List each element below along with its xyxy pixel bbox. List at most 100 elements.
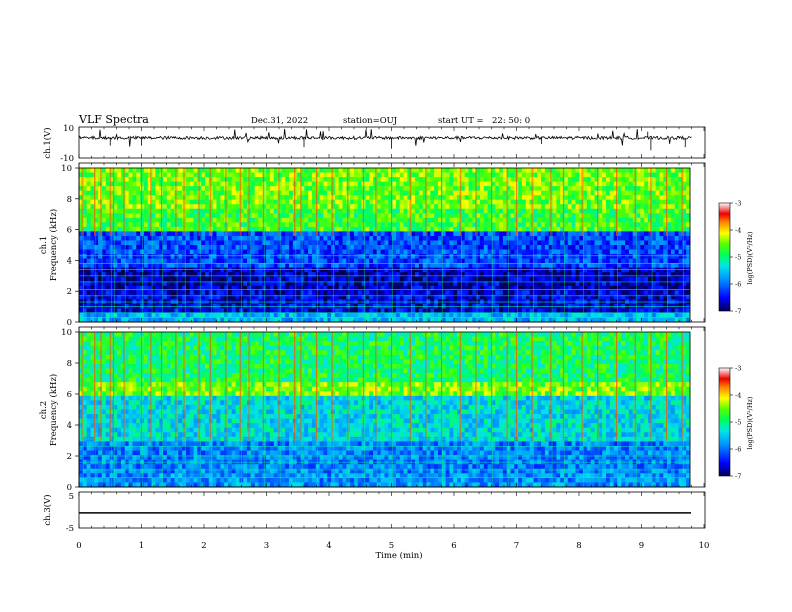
spectrogram-cell [586, 190, 592, 196]
spectrogram-cell [533, 245, 538, 250]
spectrogram-cell [201, 217, 206, 223]
spectrogram-cell [579, 217, 584, 223]
spectrogram-cell [353, 195, 359, 201]
spectrogram-cell [445, 240, 450, 246]
spectrogram-cell [227, 231, 233, 237]
spectrogram-cell [537, 276, 542, 282]
spectrogram-cell [155, 222, 160, 228]
spectrogram-cell [235, 254, 240, 259]
spectrogram-cell [449, 213, 454, 219]
spectrogram-cell [651, 263, 657, 269]
spectrogram-cell [311, 231, 317, 237]
spectrogram-cell [166, 258, 172, 264]
spectrogram-cell [388, 276, 393, 282]
spectrogram-cell [560, 222, 565, 228]
spectrogram-cell [605, 213, 611, 219]
spectrogram-cell [243, 181, 248, 187]
spectrogram-cell [395, 190, 401, 196]
spectrogram-cell [460, 249, 466, 255]
spectrogram-cell [655, 172, 660, 178]
spectrogram-cell [457, 195, 462, 201]
spectrogram-cell [178, 172, 183, 178]
spectrogram-cell [197, 240, 202, 246]
spectrogram-cell [640, 231, 645, 237]
spectrogram-cell [296, 281, 301, 287]
spectrogram-cell [655, 208, 660, 214]
spectrogram-cell [499, 168, 504, 173]
spectrogram-cell [151, 254, 156, 259]
spectrogram-cell [499, 254, 504, 259]
spectrogram-cell [651, 294, 657, 300]
spectrogram-cell [411, 285, 416, 291]
spectrogram-cell [121, 217, 126, 223]
spectrogram-cell [449, 190, 454, 196]
spectrogram-cell [644, 267, 649, 273]
spectrogram-cell [361, 290, 366, 296]
spectrogram-cell [445, 245, 450, 250]
spectrogram-cell [289, 263, 294, 269]
spectrogram-cell [220, 222, 225, 228]
spectrogram-cell [476, 285, 481, 291]
spectrogram-cell [292, 281, 298, 287]
spectrogram-cell [105, 281, 110, 287]
spectrogram-cell [300, 276, 305, 282]
spectrogram-cell [128, 204, 133, 210]
spectrogram-cell [350, 226, 355, 232]
spectrogram-cell [521, 208, 527, 214]
spectrogram-cell [583, 272, 588, 278]
spectrogram-cell [346, 272, 351, 278]
spectrogram-cell [598, 190, 603, 196]
spectrogram-cell [395, 222, 401, 228]
spectrogram-cell [82, 235, 88, 241]
spectrogram-cell [117, 190, 122, 196]
spectrogram-cell [174, 272, 179, 278]
spectrogram-cell [365, 231, 370, 237]
spectrogram-cell [655, 222, 660, 228]
spectrogram-cell [628, 267, 634, 273]
spectrogram-cell [369, 254, 374, 259]
spectrogram-cell [487, 281, 492, 287]
spectrogram-cell [140, 276, 145, 282]
spectrogram-cell [185, 199, 191, 205]
spectrogram-cell [552, 281, 557, 287]
spectrogram-cell [674, 276, 679, 282]
spectrogram-cell [178, 281, 183, 287]
spectrogram-cell [338, 181, 343, 187]
spectrogram-cell [254, 249, 259, 255]
spectrogram-cell [445, 254, 450, 259]
spectrogram-cell [667, 294, 672, 300]
spectrogram-cell [174, 208, 179, 214]
spectrogram-cell [613, 195, 618, 201]
spectrogram-cell [124, 267, 130, 273]
spectrogram-cell [323, 186, 328, 192]
spectrogram-cell [403, 254, 408, 259]
spectrogram-cell [361, 249, 366, 255]
spectrogram-cell [392, 199, 397, 205]
spectrogram-cell [445, 204, 450, 210]
spectrogram-cell [193, 172, 198, 178]
spectrogram-cell [132, 190, 137, 196]
spectrogram-cell [273, 240, 278, 246]
spectrogram-cell [384, 272, 389, 278]
spectrogram-cell [441, 281, 446, 287]
spectrogram-cell [94, 276, 99, 282]
spectrogram-cell [686, 190, 691, 196]
spectrogram-cell [422, 281, 427, 287]
spectrogram-cell [105, 285, 110, 291]
spectrogram-cell [212, 235, 217, 241]
spectrogram-cell [651, 254, 657, 259]
spectrogram-cell [342, 249, 347, 255]
spectrogram-cell [403, 263, 408, 269]
spectrogram-cell [594, 208, 599, 214]
spectrogram-cell [285, 177, 290, 182]
spectrogram-cell [121, 208, 126, 214]
spectrogram-cell [113, 204, 118, 210]
spectrogram-cell [369, 294, 374, 300]
spectrogram-cell [537, 226, 542, 232]
spectrogram-cell [537, 195, 542, 201]
spectrogram-cell [350, 204, 355, 210]
spectrogram-cell [128, 226, 133, 232]
spectrogram-cell [434, 168, 439, 173]
spectrogram-cell [453, 231, 458, 237]
spectrogram-cell [644, 199, 649, 205]
